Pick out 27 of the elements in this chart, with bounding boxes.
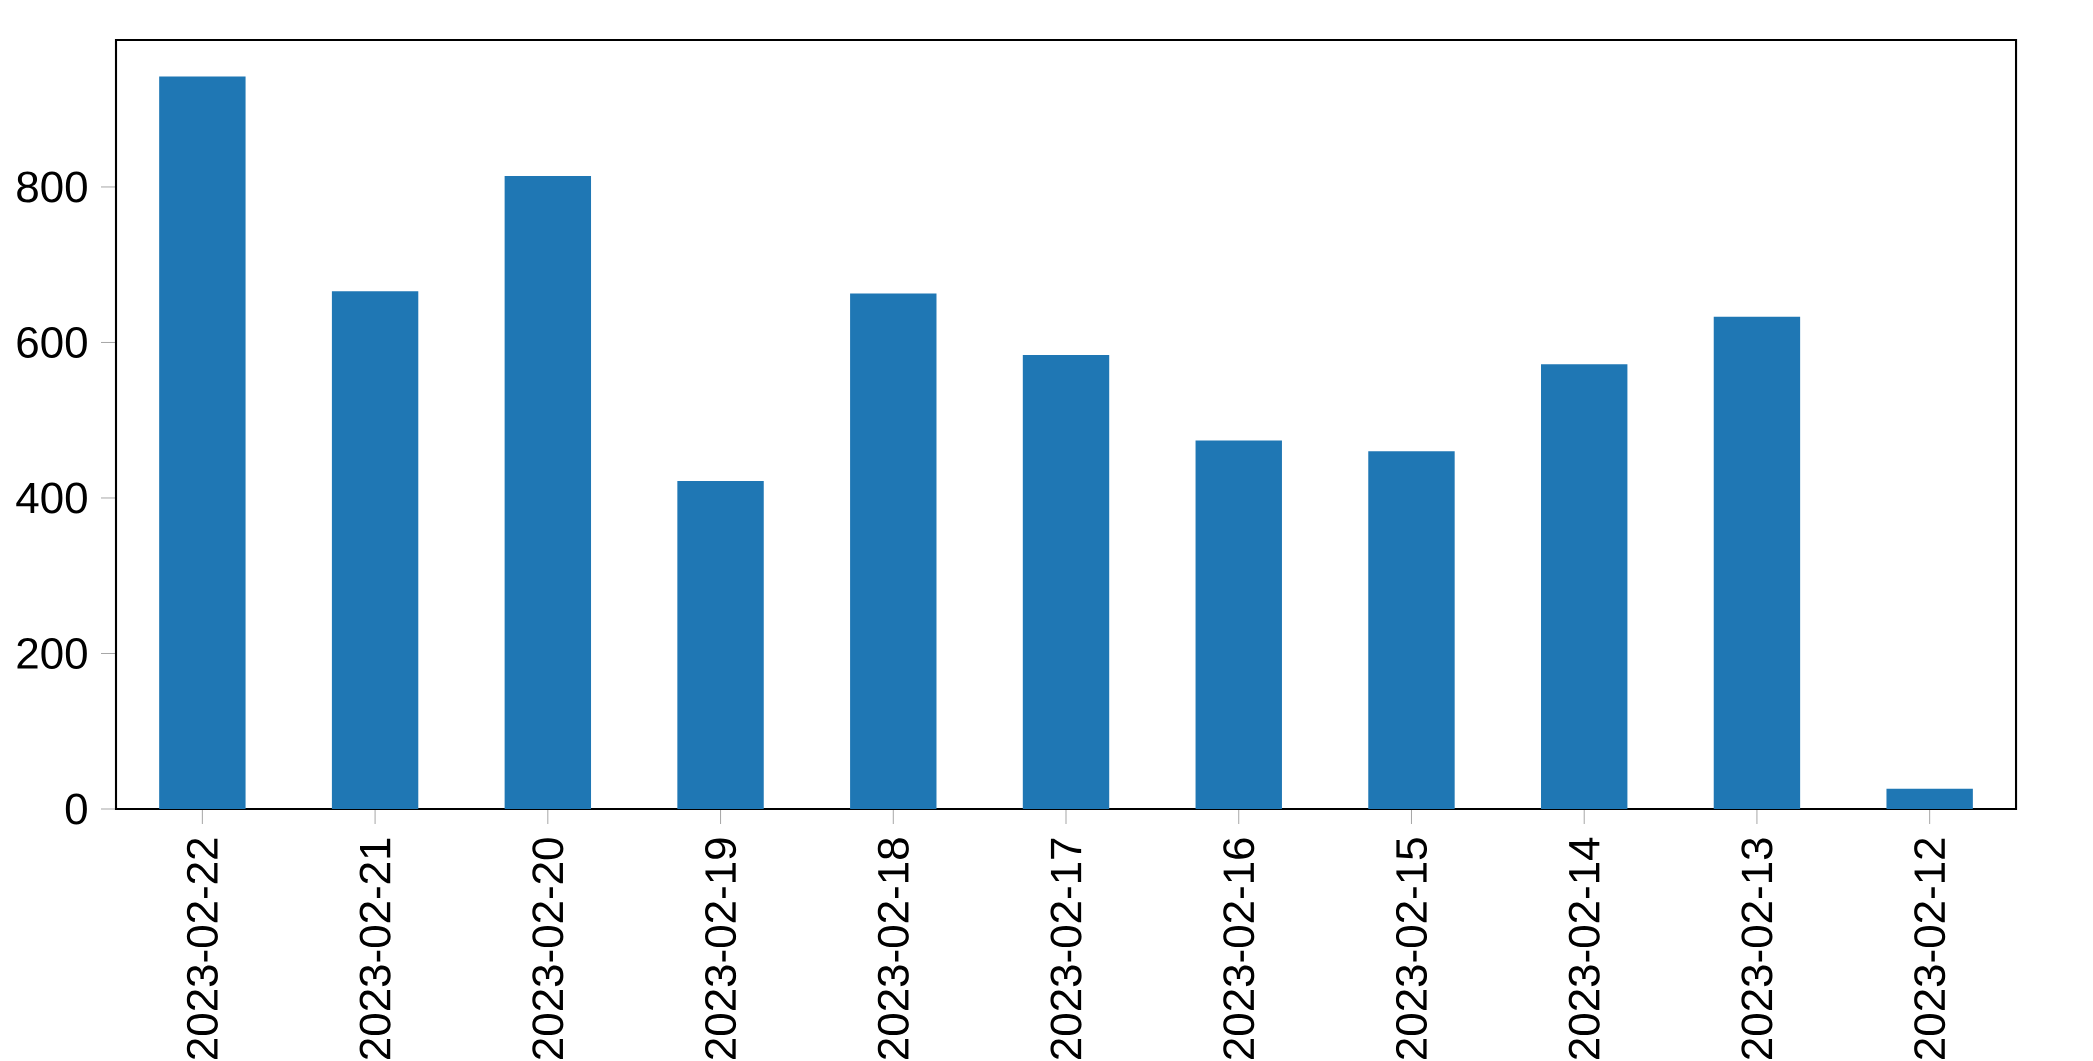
y-tick-label: 200 (17, 637, 87, 670)
y-tick-label: 0 (65, 793, 87, 825)
x-tick-label: 2023-02-18 (877, 838, 909, 1059)
x-tick-label: 2023-02-20 (532, 838, 564, 1059)
bar (1195, 440, 1282, 810)
x-tick-label: 2023-02-22 (186, 838, 218, 1059)
x-tick-label: 2023-02-14 (1568, 837, 1600, 1059)
bar (1368, 451, 1455, 810)
bar (331, 291, 419, 810)
y-tick-label: 400 (16, 482, 87, 514)
bar (1022, 354, 1110, 810)
bar (1541, 364, 1628, 810)
x-tick-label: 2023-02-12 (1914, 838, 1946, 1059)
bar (159, 76, 246, 810)
y-tick-label: 600 (17, 326, 87, 359)
bar (1886, 788, 1973, 810)
x-tick-label: 2023-02-19 (705, 838, 737, 1059)
bar (504, 176, 592, 810)
x-tick-label: 2023-02-15 (1395, 838, 1428, 1059)
y-tick-label: 800 (17, 171, 87, 203)
x-tick-label: 2023-02-17 (1050, 838, 1082, 1059)
bar (850, 293, 937, 810)
bar (677, 480, 764, 810)
x-tick-label: 2023-02-16 (1223, 838, 1255, 1059)
x-tick-label: 2023-02-21 (359, 838, 391, 1059)
bar (1713, 316, 1801, 810)
x-tick-label: 2023-02-13 (1741, 838, 1773, 1059)
